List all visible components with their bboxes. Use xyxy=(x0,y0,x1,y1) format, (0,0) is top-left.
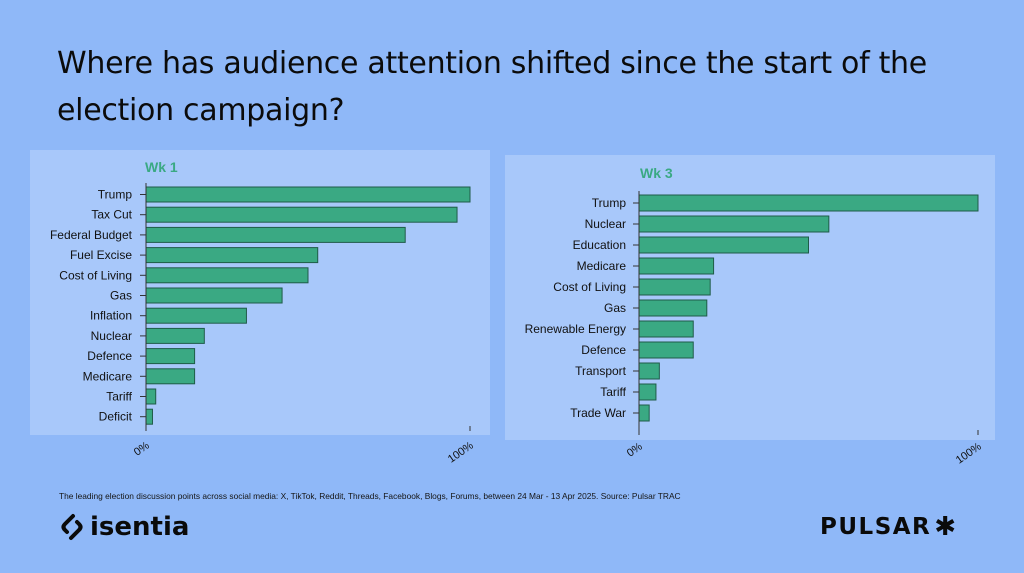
bar-wk1 xyxy=(145,226,406,243)
bar-wk3 xyxy=(638,278,711,296)
bar-wk3 xyxy=(638,194,979,212)
bar-wk3 xyxy=(638,236,809,254)
bar-wk3 xyxy=(638,320,694,338)
bar-wk1 xyxy=(145,368,196,385)
isentia-wordmark: isentia xyxy=(90,512,190,542)
bar-wk3 xyxy=(638,383,657,401)
bar-wk3 xyxy=(638,362,660,380)
category-label-wk1: Deficit xyxy=(99,410,133,424)
category-label-wk3: Trump xyxy=(592,196,627,210)
bar-wk1 xyxy=(145,267,309,284)
category-label-wk1: Defence xyxy=(87,349,132,363)
category-label-wk3: Medicare xyxy=(577,259,627,273)
bar-wk1 xyxy=(145,186,471,203)
bar-wk3 xyxy=(638,299,708,317)
x-tick-label-wk1: 100% xyxy=(446,440,476,466)
category-label-wk3: Gas xyxy=(604,301,626,315)
page-title: Where has audience attention shifted sin… xyxy=(57,46,927,128)
category-label-wk3: Education xyxy=(573,238,626,252)
bar-wk3 xyxy=(638,215,830,233)
bar-wk1 xyxy=(145,206,458,223)
pulsar-logo: PULSAR ✱ xyxy=(820,514,958,540)
footnote: The leading election discussion points a… xyxy=(59,491,681,501)
x-tick-label-wk3: 100% xyxy=(954,441,984,467)
category-label-wk1: Cost of Living xyxy=(59,268,132,282)
bar-wk1 xyxy=(145,348,196,365)
bar-wk1 xyxy=(145,247,319,264)
category-label-wk3: Transport xyxy=(575,364,627,378)
pulsar-wordmark: PULSAR xyxy=(820,514,932,540)
category-label-wk1: Medicare xyxy=(83,369,133,383)
bar-wk1 xyxy=(145,287,283,304)
bar-wk1 xyxy=(145,388,157,405)
asterisk-icon: ✱ xyxy=(934,512,958,542)
category-label-wk3: Cost of Living xyxy=(553,280,626,294)
category-label-wk1: Gas xyxy=(110,289,132,303)
bar-wk1 xyxy=(145,408,153,425)
category-label-wk1: Inflation xyxy=(90,309,132,323)
category-label-wk1: Nuclear xyxy=(91,329,132,343)
x-tick-label-wk3: 0% xyxy=(625,441,645,460)
isentia-logo: isentia xyxy=(57,512,189,542)
category-label-wk1: Tax Cut xyxy=(91,208,132,222)
category-label-wk1: Tariff xyxy=(106,390,132,404)
category-label-wk3: Defence xyxy=(581,343,626,357)
chart-title-wk1: Wk 1 xyxy=(145,159,178,175)
category-label-wk1: Fuel Excise xyxy=(70,248,132,262)
chart-title-wk3: Wk 3 xyxy=(640,165,673,181)
bar-wk3 xyxy=(638,341,694,359)
category-label-wk1: Trump xyxy=(98,188,133,202)
category-label-wk3: Renewable Energy xyxy=(525,322,626,336)
category-label-wk1: Federal Budget xyxy=(50,228,133,242)
category-label-wk3: Tariff xyxy=(600,385,626,399)
isentia-mark-icon xyxy=(61,514,83,540)
category-label-wk3: Nuclear xyxy=(585,217,626,231)
category-label-wk3: Trade War xyxy=(570,406,626,420)
bar-wk3 xyxy=(638,257,715,275)
bar-wk1 xyxy=(145,307,247,324)
bar-wk3 xyxy=(638,404,650,422)
x-tick-label-wk1: 0% xyxy=(132,440,152,459)
bar-wk1 xyxy=(145,327,205,344)
